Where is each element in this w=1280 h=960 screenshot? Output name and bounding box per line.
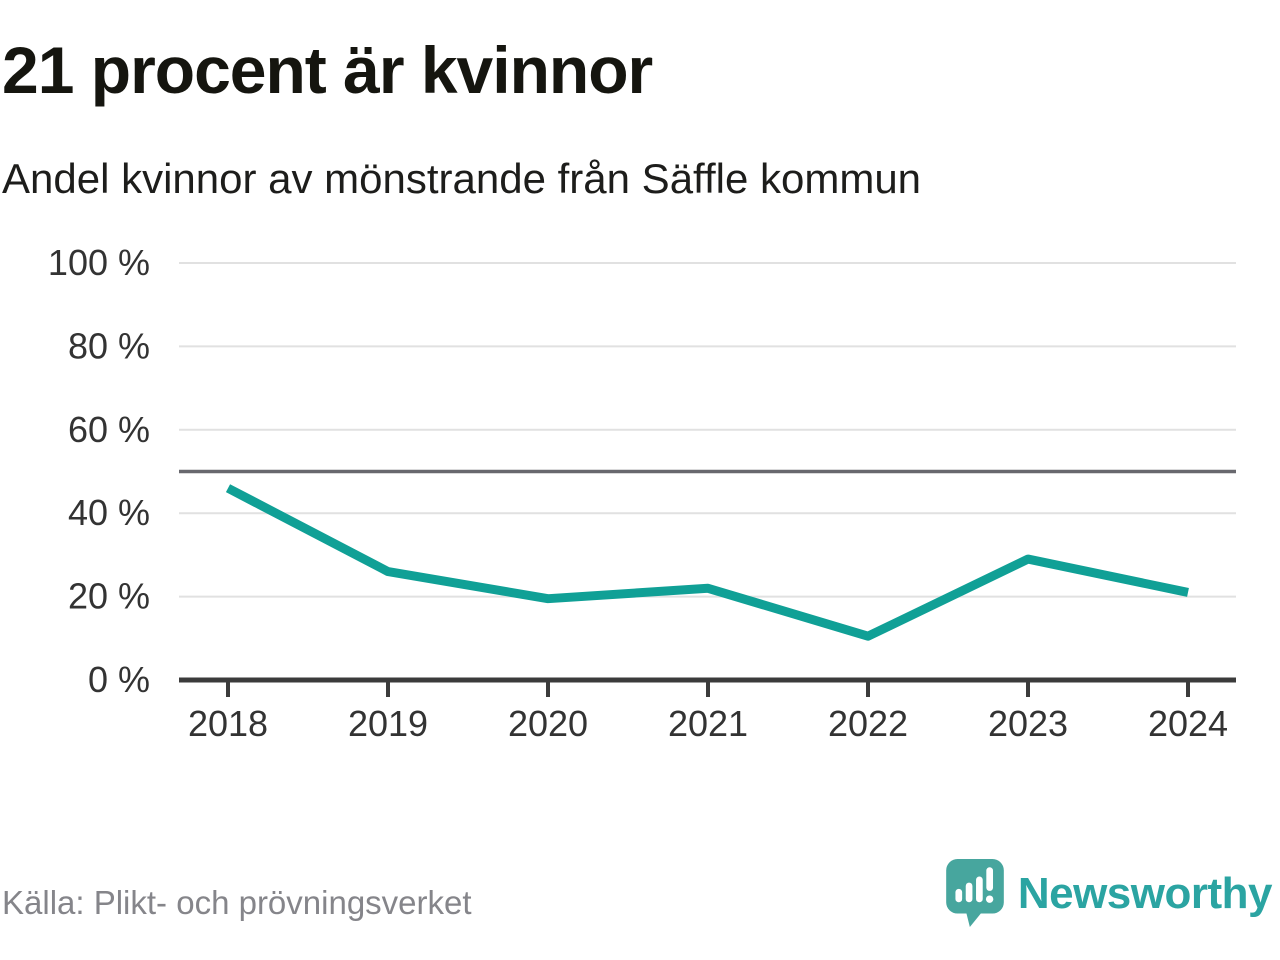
- y-axis-tick-label: 80 %: [68, 325, 150, 366]
- newsworthy-logo-icon: [946, 859, 1004, 927]
- brand-lockup: Newsworthy: [946, 858, 1273, 930]
- x-axis-tick-label: 2018: [188, 703, 268, 744]
- source-note: Källa: Plikt- och prövningsverket: [2, 884, 472, 921]
- y-axis-tick-label: 100 %: [48, 242, 150, 283]
- x-axis-tick-label: 2022: [828, 703, 908, 744]
- y-axis-tick-label: 0 %: [88, 659, 150, 700]
- chart-title: 21 procent är kvinnor: [2, 33, 653, 107]
- y-axis-tick-label: 40 %: [68, 492, 150, 533]
- x-axis-tick-label: 2024: [1148, 703, 1228, 744]
- x-axis-tick-label: 2019: [348, 703, 428, 744]
- y-axis-tick-label: 60 %: [68, 409, 150, 450]
- brand-name: Newsworthy: [1017, 869, 1273, 918]
- x-axis-tick-label: 2023: [988, 703, 1068, 744]
- x-axis-tick-label: 2020: [508, 703, 588, 744]
- chart-subtitle: Andel kvinnor av mönstrande från Säffle …: [2, 155, 922, 202]
- y-axis-tick-label: 20 %: [68, 576, 150, 617]
- data-line-andel-kvinnor: [225, 484, 1189, 641]
- line-chart: 0 % 20 % 40 % 60 % 80 % 100 % 2018 2019 2020 2021…: [48, 242, 1236, 744]
- x-axis-tick-label: 2021: [668, 703, 748, 744]
